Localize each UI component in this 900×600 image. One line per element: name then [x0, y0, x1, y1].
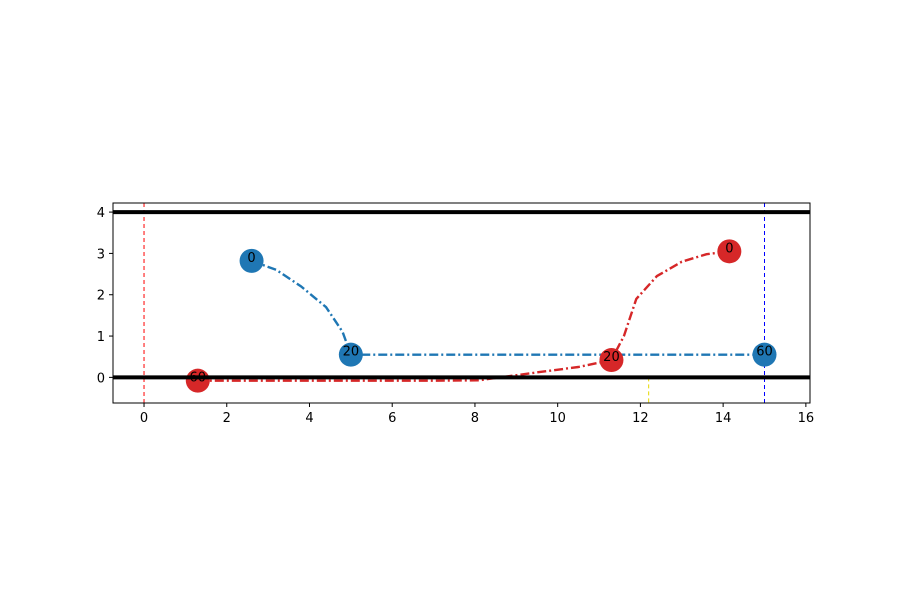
- plot-frame: [112, 202, 811, 404]
- x-tick-label-7: 14: [715, 411, 732, 426]
- series-1-marker-label-0: 0: [725, 241, 733, 256]
- series-1-marker-2: [185, 368, 210, 393]
- series-line-1: [197, 250, 730, 382]
- x-tick-label-3: 6: [388, 411, 396, 426]
- x-tick-label-1: 2: [223, 411, 231, 426]
- x-tick-label-5: 10: [549, 411, 566, 426]
- series-1-marker-0: [717, 239, 742, 264]
- series-0-marker-2: [752, 342, 777, 367]
- series-0-marker-0: [239, 248, 264, 273]
- y-tick-label-0: 0: [97, 371, 105, 386]
- y-tick-label-1: 1: [97, 330, 105, 345]
- y-tick-label-4: 4: [97, 206, 105, 221]
- guide-lines-layer: [143, 203, 765, 403]
- y-tick-label-3: 3: [97, 247, 105, 262]
- x-tick-label-8: 16: [798, 411, 815, 426]
- x-tick-label-2: 4: [305, 411, 313, 426]
- series-1-marker-1: [599, 348, 624, 373]
- series-0-marker-label-0: 0: [247, 251, 255, 266]
- x-tick-label-0: 0: [140, 411, 148, 426]
- series-line-0: [251, 259, 765, 356]
- x-tick-label-6: 12: [632, 411, 649, 426]
- series-0-marker-label-1: 20: [343, 345, 360, 360]
- series-0-marker-label-2: 60: [756, 345, 773, 360]
- y-tick-label-2: 2: [97, 289, 105, 304]
- series-1-marker-label-1: 20: [603, 350, 620, 365]
- series-layer: 0206002060: [185, 239, 777, 393]
- x-tick-label-4: 8: [471, 411, 479, 426]
- series-0-marker-1: [338, 342, 363, 367]
